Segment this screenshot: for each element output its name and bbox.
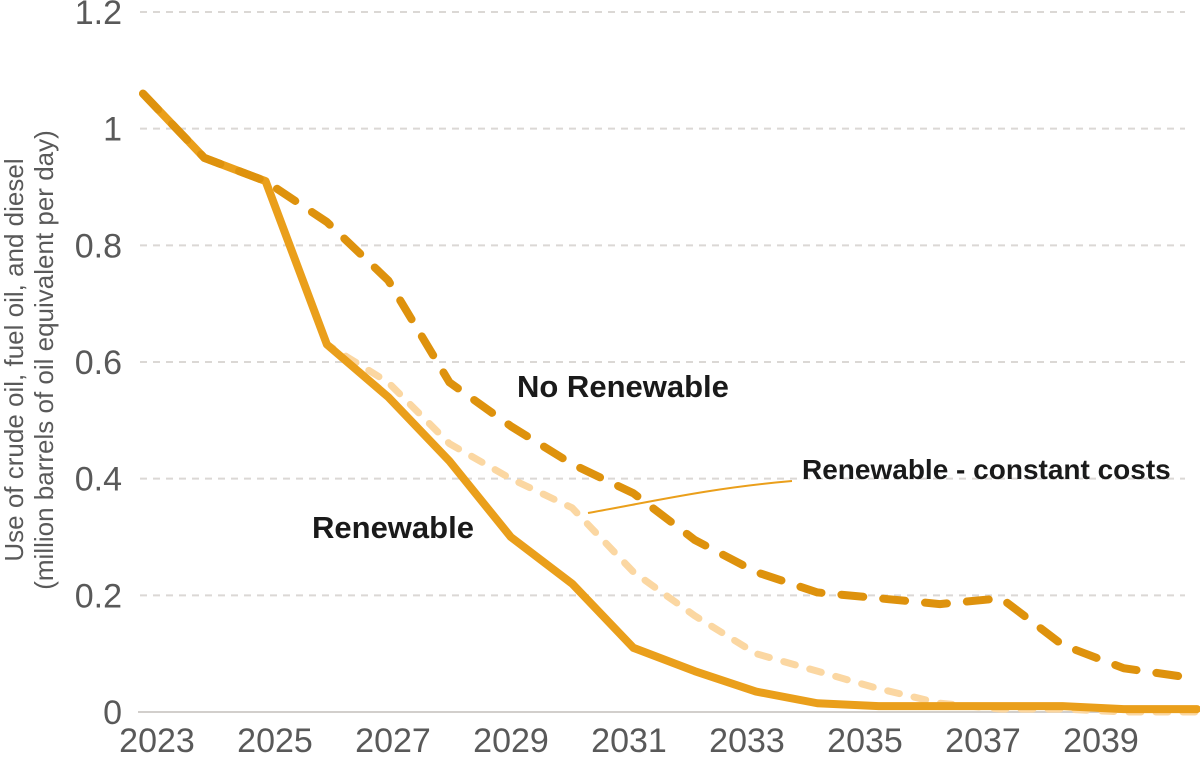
- y-axis-title-line2: (million barrels of oil equivalent per d…: [29, 130, 59, 590]
- y-tick-label: 0: [103, 694, 122, 732]
- y-tick-label: 0.4: [75, 461, 122, 499]
- y-tick-label: 0.8: [75, 227, 122, 265]
- y-tick-label: 0.2: [75, 577, 122, 615]
- y-axis-title: Use of crude oil, fuel oil, and diesel (…: [0, 130, 59, 590]
- x-tick-label: 2027: [355, 722, 431, 760]
- x-tick-label: 2031: [591, 722, 667, 760]
- y-tick-label: 0.6: [75, 344, 122, 382]
- y-tick-label: 1.2: [75, 0, 122, 32]
- x-tick-label: 2023: [119, 722, 195, 760]
- y-axis-title-line1: Use of crude oil, fuel oil, and diesel: [0, 158, 29, 562]
- x-tick-label: 2037: [945, 722, 1021, 760]
- x-tick-label: 2029: [473, 722, 549, 760]
- y-tick-label: 1: [103, 111, 122, 149]
- label-no-renewable: No Renewable: [517, 369, 729, 404]
- x-tick-label: 2025: [237, 722, 313, 760]
- x-tick-label: 2039: [1063, 722, 1139, 760]
- callout-leader-line: [587, 480, 793, 514]
- label-renewable-constant-costs: Renewable - constant costs: [802, 454, 1171, 485]
- series-line-renewable: [139, 89, 1200, 714]
- x-tick-label: 2033: [709, 722, 785, 760]
- label-renewable: Renewable: [312, 510, 474, 545]
- series-line-no-renewable: [139, 89, 1200, 682]
- x-tick-label: 2035: [827, 722, 903, 760]
